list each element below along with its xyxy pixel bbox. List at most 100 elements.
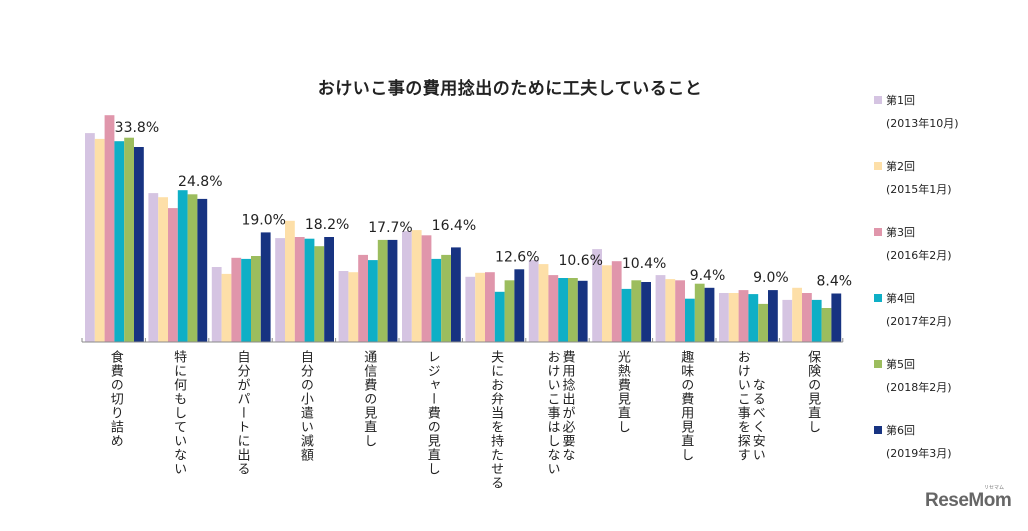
bar (275, 238, 285, 342)
legend-label: 第5回 (886, 358, 915, 371)
bar (631, 280, 642, 342)
bar (548, 275, 559, 342)
bar (294, 237, 305, 342)
bar (811, 299, 822, 342)
bar (704, 287, 715, 342)
bar (377, 239, 388, 342)
bar (738, 290, 749, 342)
legend-item: 第3回 (2016年2月) (872, 224, 1022, 274)
bar (387, 239, 398, 342)
bar (402, 231, 412, 342)
bar (124, 137, 134, 342)
bar (285, 220, 295, 342)
bar (568, 278, 578, 342)
bar (694, 283, 705, 342)
category-label-line: おけいこ事を探す (734, 350, 750, 462)
bars-layer (85, 115, 842, 342)
bar (641, 282, 651, 342)
legend-swatch (874, 162, 882, 170)
bar (94, 138, 105, 342)
bar (528, 260, 539, 342)
bar (314, 246, 325, 342)
bar (602, 265, 612, 342)
bar (558, 278, 568, 342)
bar (358, 254, 368, 342)
bar (675, 280, 685, 342)
chart-title: おけいこ事の費用捻出のために工夫していること (317, 79, 703, 99)
category-label: 趣味の費用見直し (678, 350, 694, 462)
category-label: 自分がパートに出る (234, 350, 250, 476)
bar (802, 293, 812, 342)
data-label: 9.4% (690, 268, 726, 284)
bar (485, 272, 495, 342)
bar (611, 261, 622, 342)
category-label-line: なるべく安い (749, 378, 765, 462)
bar (431, 258, 442, 342)
legend-date: (2016年2月) (886, 249, 952, 262)
category-label: 特に何もしていない (171, 350, 187, 476)
legend-swatch (874, 294, 882, 302)
bar (758, 303, 768, 342)
bar (338, 271, 349, 342)
bar (514, 269, 525, 342)
bar (494, 291, 505, 342)
bar (577, 280, 588, 342)
legend-label: 第1回 (886, 94, 915, 107)
data-label: 8.4% (817, 274, 853, 290)
bar (221, 273, 232, 342)
bar (104, 115, 115, 342)
bar (504, 280, 515, 342)
bar (114, 141, 125, 342)
bar (655, 275, 666, 342)
data-label: 17.7% (368, 220, 412, 236)
legend-item: 第1回 (2013年10月) (872, 92, 1022, 142)
legend-item: 第2回 (2015年1月) (872, 158, 1022, 208)
bar (592, 249, 602, 342)
bar (782, 299, 793, 342)
bar (475, 272, 485, 342)
legend-swatch (874, 360, 882, 368)
category-label: 保険の見直し (805, 350, 821, 434)
bar (304, 238, 315, 342)
category-label-line: 費用捻出が必要な (559, 350, 575, 462)
bar (792, 287, 802, 342)
bar (685, 298, 695, 342)
legend-label: 第2回 (886, 160, 915, 173)
data-label: 18.2% (305, 217, 349, 233)
bar (324, 237, 334, 342)
data-label: 10.4% (622, 256, 666, 272)
data-label: 24.8% (178, 174, 222, 190)
data-label: 10.6% (558, 253, 602, 269)
bar (211, 267, 222, 342)
data-label: 33.8% (115, 120, 159, 136)
legend-swatch (874, 426, 882, 434)
legend-swatch (874, 228, 882, 236)
bar (421, 235, 432, 342)
bar (158, 197, 168, 342)
bar (411, 230, 422, 342)
legend-label: 第4回 (886, 292, 915, 305)
bar (148, 193, 159, 342)
category-label: レジャー費の見直し (424, 350, 440, 476)
data-label: 12.6% (495, 249, 539, 265)
legend-date: (2019年3月) (886, 447, 952, 460)
legend-item: 第5回 (2018年2月) (872, 356, 1022, 406)
legend-label: 第6回 (886, 424, 915, 437)
bar (465, 276, 476, 342)
bar (368, 260, 378, 342)
bar (719, 293, 729, 342)
data-label: 16.4% (432, 218, 476, 234)
legend-date: (2013年10月) (886, 117, 959, 130)
logo-ruby: リセマム (984, 485, 1005, 491)
bar (621, 288, 632, 342)
bar (177, 190, 188, 342)
legend-item: 第6回 (2019年3月) (872, 422, 1022, 472)
legend-date: (2015年1月) (886, 183, 952, 196)
bar (260, 232, 271, 342)
bar (728, 293, 739, 342)
category-label: 光熱費見直し (614, 350, 630, 434)
bar (665, 279, 676, 342)
x-axis (81, 338, 844, 343)
bar (168, 208, 178, 342)
